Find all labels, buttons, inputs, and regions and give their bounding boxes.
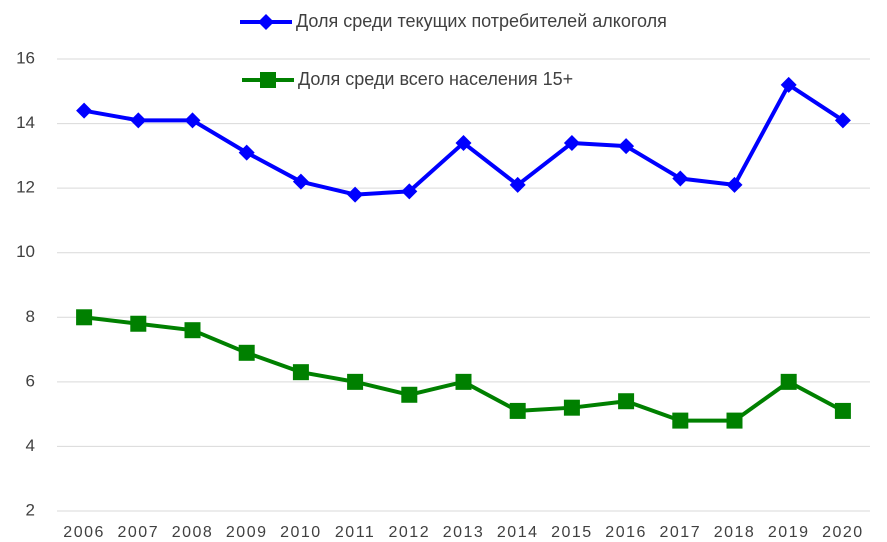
y-tick-label: 14 [16,113,35,132]
x-tick-label: 2011 [335,524,375,541]
data-point [618,138,635,155]
x-tick-label: 2019 [768,524,810,541]
legend-label: Доля среди текущих потребителей алкоголя [296,11,667,31]
x-tick-label: 2010 [280,524,322,541]
data-point [726,412,743,429]
data-point [509,176,526,193]
data-point [238,144,255,161]
y-tick-label: 10 [16,242,35,261]
data-point [455,373,472,390]
x-tick-label: 2007 [118,524,160,541]
data-point [184,322,201,339]
data-point [726,176,743,193]
y-tick-label: 12 [16,178,35,197]
legend-marker [260,72,276,88]
data-point [672,412,689,429]
data-point [76,102,93,119]
legend-marker [258,14,274,30]
data-point [401,183,418,200]
data-point [292,173,309,190]
x-tick-label: 2014 [497,524,539,541]
x-tick-label: 2016 [605,524,647,541]
x-tick-label: 2013 [443,524,485,541]
x-tick-label: 2015 [551,524,593,541]
data-point [618,393,635,410]
data-point [509,402,526,419]
x-tick-label: 2020 [822,524,864,541]
x-tick-label: 2012 [389,524,431,541]
y-tick-label: 16 [16,48,35,67]
data-point [834,402,851,419]
x-tick-label: 2009 [226,524,268,541]
data-point [455,134,472,151]
x-tick-label: 2008 [172,524,214,541]
data-point [238,344,255,361]
data-point [184,112,201,129]
y-tick-label: 6 [26,371,35,390]
data-point [401,386,418,403]
data-point [130,112,147,129]
legend-label: Доля среди всего населения 15+ [298,69,573,89]
data-point [563,134,580,151]
data-point [347,186,364,203]
data-point [292,364,309,381]
data-point [130,315,147,332]
x-tick-label: 2017 [660,524,702,541]
y-tick-label: 4 [26,436,35,455]
data-point [347,373,364,390]
data-point [834,112,851,129]
data-point [672,170,689,187]
y-tick-label: 8 [26,307,35,326]
y-tick-label: 2 [26,500,35,519]
x-tick-label: 2006 [63,524,105,541]
data-point [563,399,580,416]
data-point [76,309,93,326]
data-point [780,373,797,390]
data-point [780,76,797,93]
x-tick-label: 2018 [714,524,756,541]
